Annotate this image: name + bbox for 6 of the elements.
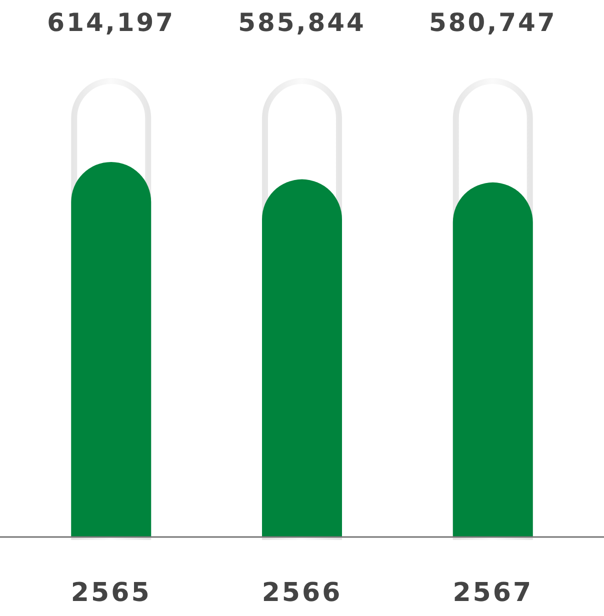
data-label: 580,747 bbox=[428, 8, 557, 37]
data-label: 585,844 bbox=[238, 8, 366, 37]
x-tick-label: 2567 bbox=[452, 578, 534, 608]
x-tick-label: 2566 bbox=[262, 578, 342, 608]
data-label: 614,197 bbox=[47, 8, 176, 37]
x-tick-label: 2565 bbox=[70, 578, 152, 608]
